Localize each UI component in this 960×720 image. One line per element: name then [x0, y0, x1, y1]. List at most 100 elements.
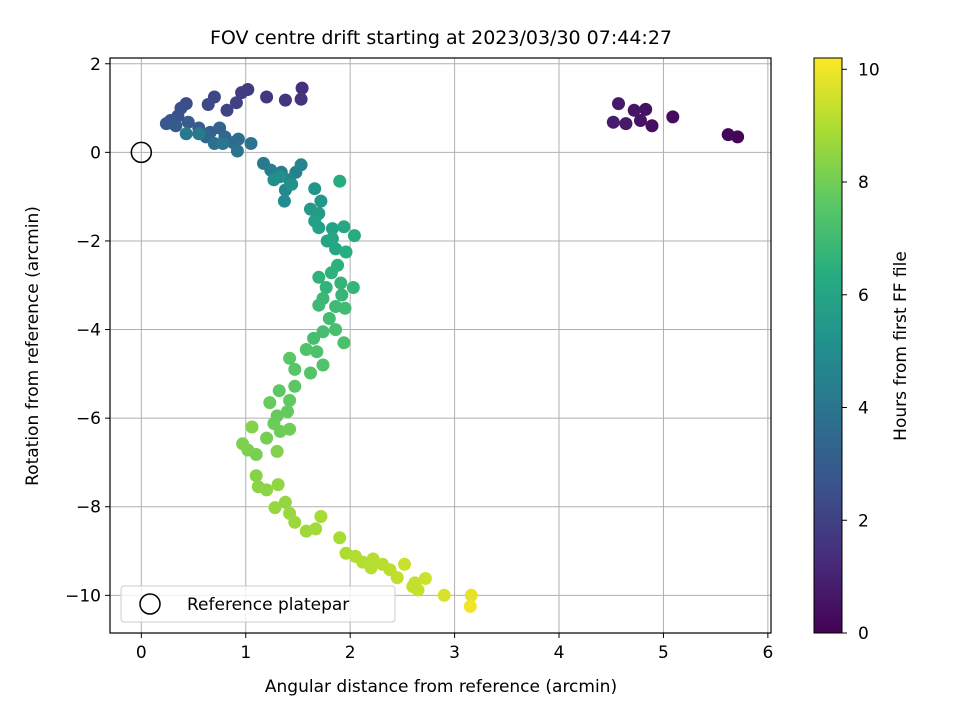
- data-point: [272, 384, 286, 398]
- data-point: [627, 103, 641, 117]
- data-point: [335, 288, 349, 302]
- data-point: [390, 571, 404, 585]
- data-point: [249, 469, 263, 483]
- colorbar-gradient: [813, 57, 843, 634]
- data-point: [329, 323, 343, 337]
- legend-box: [120, 585, 396, 623]
- data-point: [245, 420, 259, 434]
- data-point: [312, 221, 326, 235]
- colorbar-tick-label: 6: [858, 286, 869, 306]
- data-point: [347, 229, 361, 243]
- data-point: [270, 444, 284, 458]
- data-point: [308, 182, 322, 196]
- reference-marker-layer: [130, 141, 153, 164]
- colorbar-ticks: 0 2 4 6 8 10: [842, 60, 880, 644]
- data-point: [666, 110, 680, 124]
- data-point: [346, 281, 360, 294]
- data-point: [181, 115, 195, 129]
- colorbar: 0 2 4 6 8 10 Hours from first FF file: [813, 57, 911, 644]
- data-point: [325, 232, 339, 246]
- data-point: [268, 501, 282, 515]
- data-point: [619, 117, 633, 131]
- data-point: [288, 515, 302, 529]
- data-point: [364, 561, 378, 575]
- data-point: [285, 177, 299, 191]
- colorbar-tick-label: 4: [858, 399, 869, 419]
- y-tick-label: −4: [76, 321, 101, 341]
- data-point: [230, 144, 244, 158]
- chart-title: FOV centre drift starting at 2023/03/30 …: [210, 27, 672, 49]
- data-point: [244, 137, 258, 150]
- data-point: [231, 132, 245, 146]
- x-tick-label: 5: [658, 643, 669, 663]
- data-point: [463, 599, 477, 613]
- x-tick-label: 4: [554, 643, 565, 663]
- data-point: [229, 96, 243, 110]
- data-point: [398, 557, 411, 571]
- data-point: [319, 281, 333, 294]
- data-point: [322, 312, 336, 325]
- data-point: [295, 81, 309, 95]
- data-point: [418, 572, 432, 585]
- data-point: [314, 510, 328, 523]
- data-point: [299, 343, 313, 356]
- data-point: [333, 174, 347, 188]
- data-point: [236, 437, 250, 451]
- y-axis-label: Rotation from reference (arcmin): [23, 206, 43, 486]
- data-point: [314, 194, 328, 208]
- data-point: [312, 270, 326, 284]
- data-point: [325, 222, 339, 236]
- data-point: [337, 336, 351, 350]
- data-point: [216, 137, 230, 150]
- colorbar-tick-label: 2: [858, 511, 869, 531]
- data-point: [260, 431, 274, 445]
- y-tick-label: 2: [90, 55, 101, 75]
- colorbar-tick-label: 10: [858, 60, 880, 80]
- data-point: [283, 393, 297, 407]
- data-point: [281, 405, 294, 418]
- data-point: [283, 351, 297, 365]
- data-point: [437, 588, 451, 602]
- x-axis: 0 1 2 3 4 5 6: [136, 633, 773, 663]
- data-point: [201, 98, 215, 111]
- data-point: [324, 266, 338, 280]
- data-point: [294, 92, 308, 106]
- plot-frame: [109, 57, 772, 634]
- data-point: [267, 173, 281, 187]
- data-point: [464, 588, 478, 602]
- data-point: [278, 93, 292, 107]
- data-point: [260, 90, 274, 104]
- data-point: [304, 366, 317, 380]
- legend-entry-reference: Reference platepar: [187, 595, 349, 615]
- data-point: [316, 358, 330, 372]
- data-point: [337, 220, 351, 234]
- data-point: [263, 396, 277, 410]
- colorbar-tick-label: 8: [858, 173, 869, 193]
- data-point: [277, 194, 291, 208]
- data-point: [606, 115, 620, 129]
- data-point: [334, 276, 348, 290]
- data-point: [169, 119, 183, 133]
- colorbar-label: Hours from first FF file: [891, 251, 911, 441]
- data-point: [329, 242, 343, 256]
- data-point: [612, 97, 625, 111]
- x-tick-label: 0: [136, 643, 147, 663]
- data-point: [294, 158, 308, 172]
- data-point: [288, 362, 302, 376]
- data-point: [316, 325, 330, 339]
- data-point: [639, 102, 653, 116]
- y-tick-label: −6: [76, 409, 101, 429]
- x-tick-label: 2: [345, 643, 356, 663]
- data-point: [333, 531, 347, 545]
- data-point: [312, 298, 326, 312]
- data-point: [634, 114, 647, 127]
- y-tick-label: −2: [76, 232, 101, 252]
- data-point: [288, 379, 302, 393]
- data-point: [283, 422, 297, 436]
- legend-reference-marker: [139, 593, 161, 615]
- x-tick-label: 3: [449, 643, 460, 663]
- data-point: [338, 301, 352, 315]
- data-point: [406, 580, 420, 593]
- data-point: [235, 86, 249, 100]
